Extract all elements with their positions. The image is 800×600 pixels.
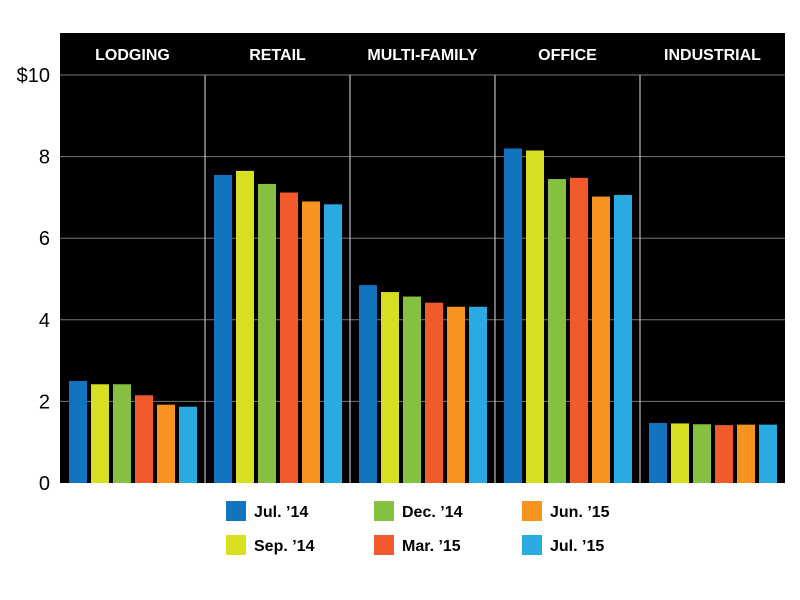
bar — [69, 381, 87, 483]
y-tick-label: 4 — [39, 310, 50, 332]
bar — [548, 179, 566, 484]
bar — [258, 183, 276, 483]
legend-swatch — [374, 535, 394, 555]
category-label: LODGING — [95, 47, 170, 64]
legend-label: Jun. ’15 — [550, 504, 610, 521]
bar — [504, 148, 522, 483]
bar — [157, 404, 175, 483]
bar — [592, 196, 610, 484]
bar — [425, 302, 443, 483]
bar — [469, 306, 487, 483]
legend-swatch — [226, 501, 246, 521]
bar — [715, 425, 733, 483]
legend-label: Jul. ’15 — [550, 538, 604, 555]
bar — [671, 423, 689, 483]
category-label: INDUSTRIAL — [664, 47, 761, 64]
category-label: RETAIL — [249, 47, 306, 64]
legend-label: Jul. ’14 — [254, 504, 308, 521]
bar — [693, 424, 711, 483]
bar — [135, 395, 153, 483]
bar — [570, 177, 588, 484]
bar — [737, 424, 755, 483]
category-label: OFFICE — [538, 47, 597, 64]
legend-swatch — [522, 535, 542, 555]
legend-swatch — [522, 501, 542, 521]
legend-swatch — [374, 501, 394, 521]
bar — [179, 406, 197, 483]
legend: Jul. ’14 Sep. ’14 Dec. ’14 Mar. ’15 Jun. ’15… — [226, 501, 610, 555]
legend-label: Dec. ’14 — [402, 504, 463, 521]
bar — [381, 292, 399, 483]
category-labels: LODGING RETAIL MULTI-FAMILY OFFICE INDUSTRIA… — [95, 47, 761, 64]
bar — [526, 150, 544, 484]
y-tick-label: $10 — [17, 65, 50, 87]
bar — [359, 285, 377, 483]
legend-swatch — [226, 535, 246, 555]
y-tick-label: 0 — [39, 473, 50, 495]
bar — [614, 194, 632, 483]
bars — [69, 148, 777, 484]
bar — [759, 424, 777, 483]
y-tick-label: 8 — [39, 147, 50, 169]
bar — [403, 296, 421, 483]
y-tick-label: 2 — [39, 391, 50, 413]
gridlines — [60, 74, 785, 402]
category-separators — [204, 75, 641, 483]
legend-label: Mar. ’15 — [402, 538, 461, 555]
bar — [280, 192, 298, 483]
y-axis: 0 2 4 6 8 $10 — [17, 65, 50, 495]
bar — [649, 423, 667, 483]
bar — [113, 384, 131, 483]
bar — [236, 170, 254, 483]
y-tick-label: 6 — [39, 228, 50, 250]
bar — [324, 204, 342, 483]
bar — [214, 174, 232, 483]
bar — [91, 384, 109, 483]
category-label: MULTI-FAMILY — [367, 47, 478, 64]
bar — [447, 306, 465, 483]
bar — [302, 201, 320, 484]
legend-label: Sep. ’14 — [254, 538, 315, 555]
